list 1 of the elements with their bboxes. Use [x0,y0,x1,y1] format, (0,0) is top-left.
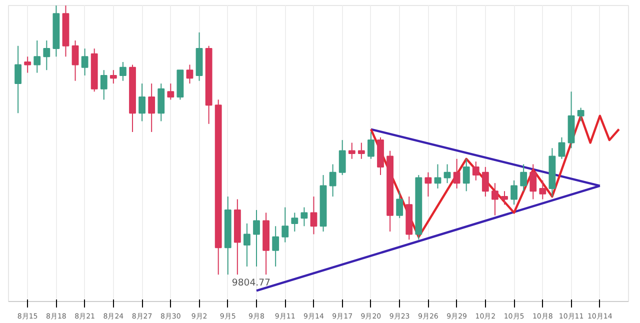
annotation: 9804.77 [232,278,271,289]
